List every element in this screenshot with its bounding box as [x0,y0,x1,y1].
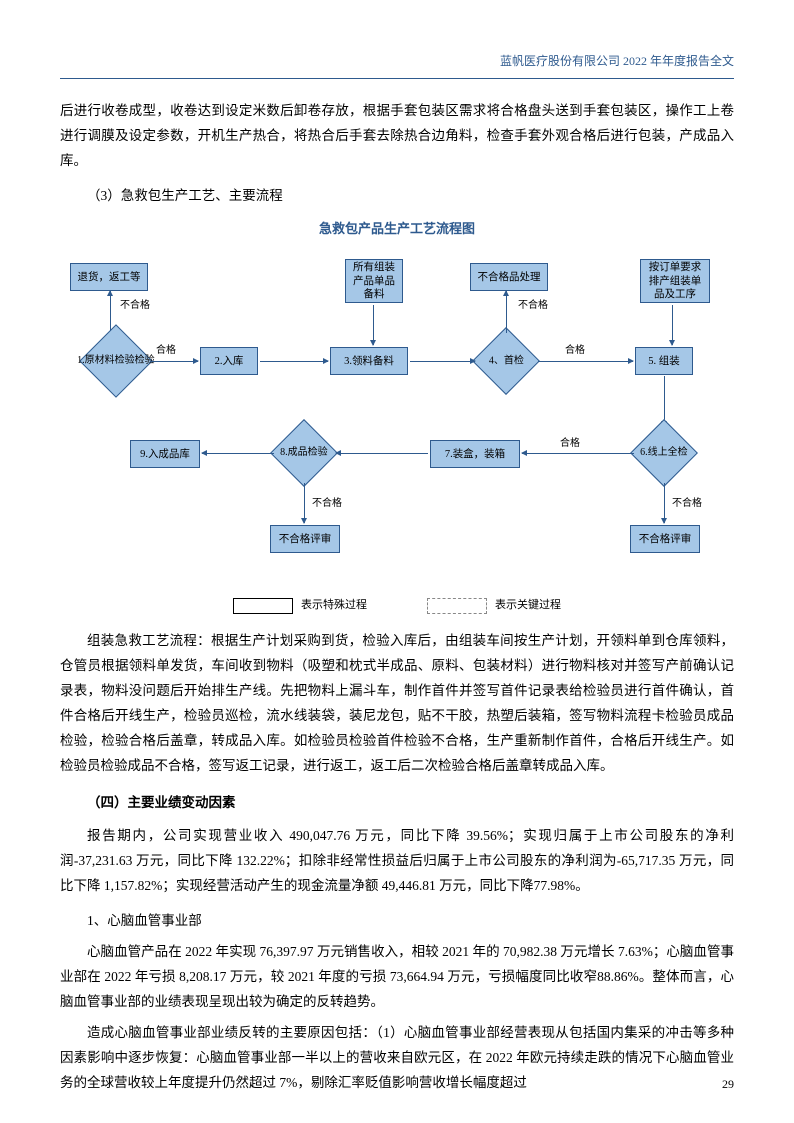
arrow [410,361,475,362]
arrow [304,483,305,523]
paragraph-continuation: 后进行收卷成型，收卷达到设定米数后卸卷存放，根据手套包装区需求将合格盘头送到手套… [60,99,734,174]
legend-special-label: 表示特殊过程 [301,599,367,611]
section-4-title: （四）主要业绩变动因素 [87,791,734,816]
flowchart-title: 急救包产品生产工艺流程图 [60,217,734,241]
node-order: 按订单要求排产组装单品及工序 [640,259,710,303]
node-review1: 不合格评审 [270,525,340,553]
paragraph-cardio-1: 心脑血管产品在 2022 年实现 76,397.97 万元销售收入，相较 202… [60,940,734,1015]
flowchart-legend: 表示特殊过程 表示关键过程 [60,595,734,615]
arrow [522,453,634,454]
arrow [150,361,198,362]
arrow [110,291,111,331]
arrow [373,305,374,345]
node-7: 7.装盒，装箱 [430,440,520,468]
node-2: 2.入库 [200,347,258,375]
node-9: 9.入成品库 [130,440,200,468]
paragraph-process: 组装急救工艺流程：根据生产计划采购到货，检验入库后，由组装车间按生产计划，开领料… [60,629,734,779]
arrow [336,453,428,454]
process-flowchart: 退货，返工等 所有组装产品单品备料 不合格品处理 按订单要求排产组装单品及工序 … [60,245,734,585]
legend-key-label: 表示关键过程 [495,599,561,611]
node-3: 3.领料备料 [330,347,408,375]
node-4: 4、首检 [472,327,540,395]
subsection-1-title: 1、心脑血管事业部 [87,909,734,934]
arrow [202,453,274,454]
page-header: 蓝帆医疗股份有限公司 2022 年年度报告全文 [60,50,734,79]
node-material: 所有组装产品单品备料 [345,259,403,303]
node-reject1: 不合格品处理 [470,263,548,291]
arrow [260,361,328,362]
node-review2: 不合格评审 [630,525,700,553]
subsection-3-title: （3）急救包生产工艺、主要流程 [87,184,734,209]
label-fail-3: 不合格 [312,495,342,514]
label-pass-3: 合格 [560,435,580,454]
paragraph-financials: 报告期内，公司实现营业收入 490,047.76 万元，同比下降 39.56%；… [60,824,734,899]
legend-dashed-box [427,598,487,614]
page-number: 29 [722,1073,734,1095]
node-5: 5. 组装 [635,347,693,375]
label-fail-1: 不合格 [120,297,150,316]
label-pass-1: 合格 [156,342,176,361]
node-8: 8.成品检验 [270,419,338,487]
label-fail-2: 不合格 [518,297,548,316]
node-6: 6.线上全检 [630,419,698,487]
arrow [506,291,507,333]
legend-solid-box [233,598,293,614]
label-fail-4: 不合格 [672,495,702,514]
arrow [538,361,633,362]
arrow [672,305,673,345]
node-1: 1.原材料检验检验 [79,324,153,398]
label-pass-2: 合格 [565,342,585,361]
paragraph-cardio-2: 造成心脑血管事业部业绩反转的主要原因包括：（1）心脑血管事业部经营表现从包括国内… [60,1021,734,1096]
node-return: 退货，返工等 [70,263,148,291]
arrow [664,483,665,523]
